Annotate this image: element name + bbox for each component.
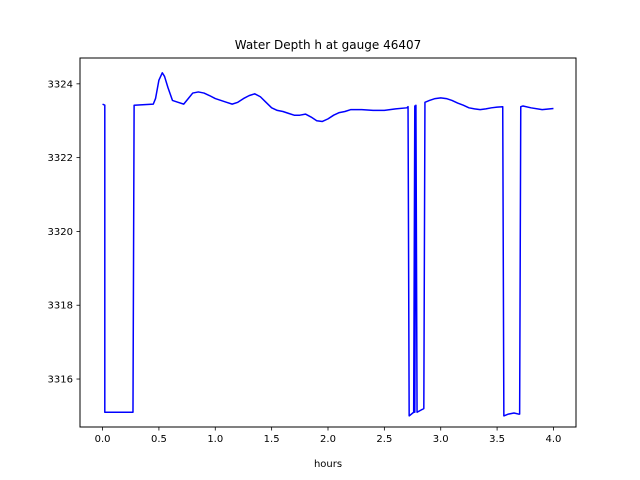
x-axis-label: hours (314, 459, 342, 470)
chart-title: Water Depth h at gauge 46407 (235, 38, 422, 52)
x-tick-label: 3.5 (489, 434, 505, 445)
y-tick-label: 3318 (48, 301, 73, 312)
x-tick-label: 3.0 (433, 434, 449, 445)
y-tick-label: 3324 (48, 79, 73, 90)
y-axis: 3316 3318 3320 3322 3324 (48, 79, 80, 386)
y-tick-label: 3320 (48, 227, 73, 238)
y-tick-label: 3316 (48, 375, 73, 386)
plot-area (102, 72, 554, 417)
x-tick-label: 0.0 (95, 434, 111, 445)
x-axis: 0.0 0.5 1.0 1.5 2.0 2.5 3.0 3.5 4.0 (95, 427, 562, 445)
x-tick-label: 2.5 (376, 434, 392, 445)
x-tick-label: 1.0 (207, 434, 223, 445)
series-line (102, 72, 554, 417)
x-tick-label: 2.0 (320, 434, 336, 445)
x-tick-label: 4.0 (546, 434, 562, 445)
x-tick-label: 0.5 (151, 434, 167, 445)
y-tick-label: 3322 (48, 153, 73, 164)
x-tick-label: 1.5 (264, 434, 280, 445)
